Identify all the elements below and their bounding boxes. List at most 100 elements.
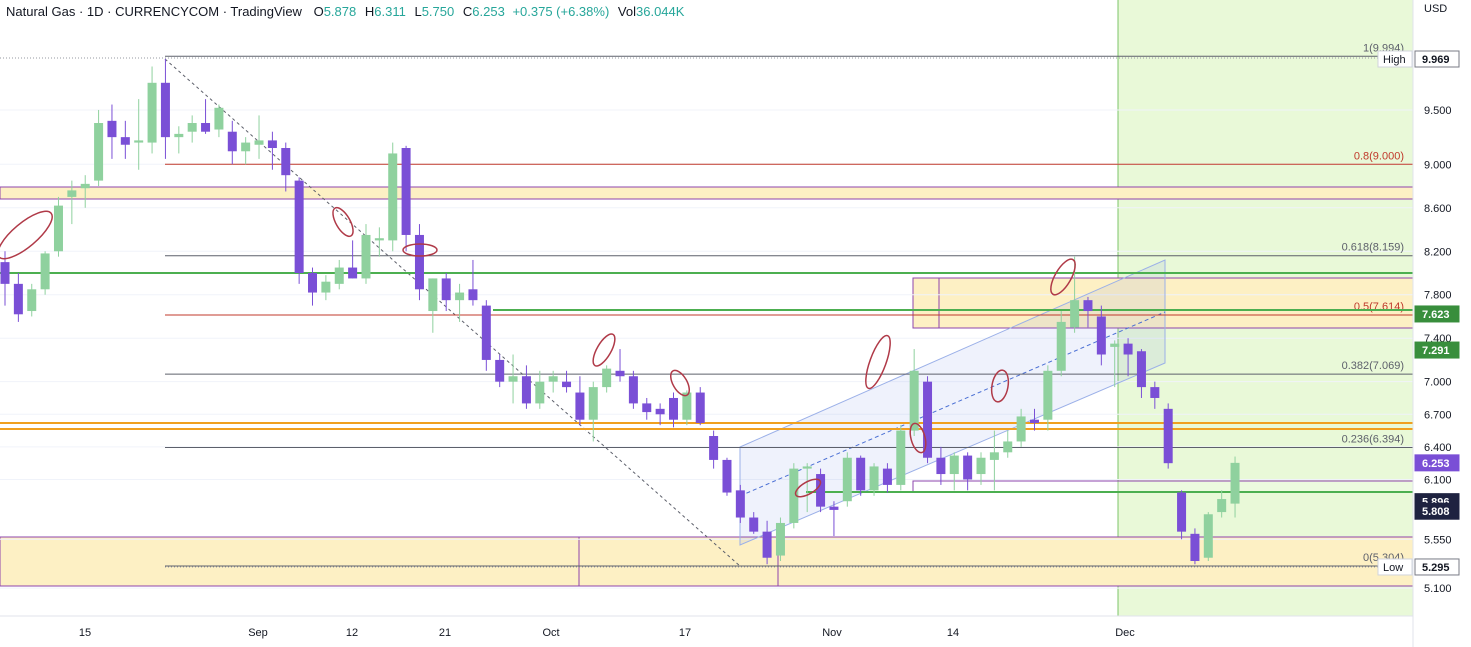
candle-body[interactable] <box>562 381 572 388</box>
candle-body[interactable] <box>120 137 130 145</box>
candle-body[interactable] <box>869 466 879 491</box>
candle-body[interactable] <box>842 457 852 502</box>
symbol-title[interactable]: Natural Gas · 1D · CURRENCYCOM · Trading… <box>6 4 302 19</box>
candle-body[interactable] <box>628 376 638 404</box>
candle-body[interactable] <box>1083 300 1093 312</box>
candle-body[interactable] <box>254 140 264 145</box>
candle-body[interactable] <box>548 376 558 382</box>
candle-body[interactable] <box>334 267 344 284</box>
candle-body[interactable] <box>1230 462 1240 504</box>
candle-body[interactable] <box>508 376 518 382</box>
candle-body[interactable] <box>1003 441 1013 453</box>
candle-body[interactable] <box>455 292 465 301</box>
candle-body[interactable] <box>361 234 371 279</box>
candle-body[interactable] <box>896 430 906 485</box>
candle-body[interactable] <box>80 183 90 189</box>
candle-body[interactable] <box>241 142 251 152</box>
candle-body[interactable] <box>575 392 585 420</box>
candle-body[interactable] <box>348 267 358 279</box>
candle-body[interactable] <box>214 107 224 130</box>
candle-body[interactable] <box>1190 533 1200 561</box>
candle-body[interactable] <box>949 455 959 475</box>
time-axis[interactable]: 15 Sep 12 21 Oct 17 Nov 14 Dec <box>0 615 1413 639</box>
candle-body[interactable] <box>709 436 719 460</box>
candle-body[interactable] <box>1203 514 1213 558</box>
candle-body[interactable] <box>40 253 50 290</box>
candle-body[interactable] <box>535 381 545 404</box>
candle-body[interactable] <box>1043 370 1053 420</box>
candle-body[interactable] <box>1163 408 1173 464</box>
candle-body[interactable] <box>615 370 625 377</box>
candle-body[interactable] <box>588 387 598 420</box>
candle-body[interactable] <box>1096 316 1106 355</box>
candle-body[interactable] <box>1123 343 1133 355</box>
candle-body[interactable] <box>321 281 331 293</box>
candle-body[interactable] <box>267 140 277 149</box>
candle-body[interactable] <box>441 278 451 301</box>
candle-body[interactable] <box>495 359 505 382</box>
candle-body[interactable] <box>401 148 411 235</box>
price-tag[interactable] <box>1414 305 1460 323</box>
candle-body[interactable] <box>428 278 438 312</box>
candle-body[interactable] <box>0 262 10 284</box>
price-tag[interactable] <box>1414 502 1460 520</box>
price-tag[interactable] <box>1414 454 1460 472</box>
candle-body[interactable] <box>642 403 652 413</box>
candle-body[interactable] <box>160 82 170 138</box>
candle-body[interactable] <box>67 190 77 197</box>
candle-body[interactable] <box>308 272 318 293</box>
candle-body[interactable] <box>13 283 23 315</box>
candle-body[interactable] <box>374 238 384 241</box>
candle-body[interactable] <box>749 517 759 532</box>
candle-body[interactable] <box>1177 492 1187 532</box>
candle-body[interactable] <box>789 468 799 523</box>
candle-body[interactable] <box>201 123 211 132</box>
candle-body[interactable] <box>682 392 692 420</box>
candle-body[interactable] <box>722 459 732 493</box>
candle-body[interactable] <box>107 120 117 138</box>
candle-body[interactable] <box>1136 351 1146 388</box>
candle-body[interactable] <box>521 376 531 404</box>
candle-body[interactable] <box>1016 416 1026 442</box>
candle-body[interactable] <box>923 381 933 458</box>
candle-body[interactable] <box>735 490 745 518</box>
candle-body[interactable] <box>1150 387 1160 398</box>
candle-body[interactable] <box>909 370 919 431</box>
candle-body[interactable] <box>989 452 999 460</box>
candle-body[interactable] <box>936 457 946 475</box>
candle-body[interactable] <box>963 455 973 480</box>
candle-body[interactable] <box>94 123 104 181</box>
candle-body[interactable] <box>53 205 63 252</box>
candles-layer[interactable] <box>0 58 1240 565</box>
candle-body[interactable] <box>1056 321 1066 371</box>
candle-body[interactable] <box>174 133 184 138</box>
candle-body[interactable] <box>1029 419 1039 423</box>
candle-body[interactable] <box>829 506 839 510</box>
candle-body[interactable] <box>976 457 986 475</box>
candle-body[interactable] <box>602 368 612 388</box>
candle-body[interactable] <box>187 123 197 132</box>
price-tag[interactable] <box>1414 50 1460 68</box>
candle-body[interactable] <box>775 522 785 556</box>
candle-body[interactable] <box>468 289 478 301</box>
candle-body[interactable] <box>816 474 826 507</box>
candle-body[interactable] <box>388 153 398 241</box>
candle-body[interactable] <box>802 466 812 469</box>
candle-body[interactable] <box>669 397 678 420</box>
price-tag[interactable] <box>1414 341 1460 359</box>
candle-body[interactable] <box>294 180 304 273</box>
candle-body[interactable] <box>27 289 37 312</box>
candle-body[interactable] <box>414 234 424 290</box>
candle-body[interactable] <box>882 468 892 485</box>
candle-body[interactable] <box>762 531 772 558</box>
candle-body[interactable] <box>1217 499 1227 513</box>
candle-body[interactable] <box>1110 343 1120 347</box>
candle-body[interactable] <box>147 82 157 143</box>
candle-body[interactable] <box>227 131 237 152</box>
candle-body[interactable] <box>655 408 665 415</box>
candle-body[interactable] <box>134 140 144 143</box>
candle-body[interactable] <box>695 392 705 423</box>
candle-body[interactable] <box>281 148 291 176</box>
candle-body[interactable] <box>856 457 866 491</box>
